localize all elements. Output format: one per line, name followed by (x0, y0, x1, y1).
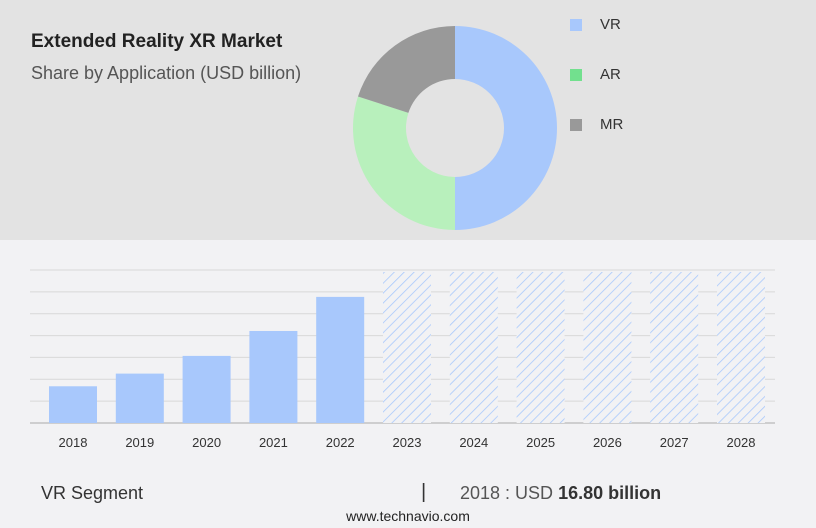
chart-title: Extended Reality XR Market (31, 31, 283, 52)
x-tick-label: 2022 (326, 435, 355, 450)
forecast-bar-2028 (717, 272, 765, 423)
bar-2022 (316, 296, 365, 423)
forecast-bar-2023 (383, 272, 431, 423)
bar-chart: 2018 2019 2020 2021 2022 2023 2024 2025 2026 2027… (30, 269, 775, 450)
donut-slice-ar (353, 96, 455, 230)
donut-chart (353, 26, 557, 230)
bar-2020 (182, 355, 231, 423)
x-tick-label: 2023 (393, 435, 422, 450)
x-tick-label: 2026 (593, 435, 622, 450)
legend-swatch (570, 119, 582, 131)
chart-subtitle: Share by Application (USD billion) (31, 63, 302, 83)
forecast-bar-2024 (449, 272, 498, 423)
x-tick-label: 2027 (660, 435, 689, 450)
bar-2021 (249, 330, 298, 423)
x-tick-label: 2020 (192, 435, 221, 450)
segment-value: 2018 : USD 16.80 billion (460, 483, 662, 503)
separator: | (421, 481, 427, 503)
website-link[interactable]: www.technavio.com (346, 508, 470, 524)
legend-swatch (570, 19, 582, 31)
x-tick-label: 2018 (59, 435, 88, 450)
x-tick-label: 2025 (526, 435, 555, 450)
bar-2018 (49, 386, 97, 423)
bar-2019 (115, 373, 164, 423)
segment-label: VR Segment (41, 483, 144, 503)
x-tick-label: 2021 (259, 435, 288, 450)
legend-item-mr: MR (570, 116, 630, 136)
donut-slice-mr (357, 26, 455, 113)
forecast-bar-2026 (583, 272, 632, 423)
legend-swatch (570, 69, 582, 81)
legend-item-ar: AR (570, 66, 630, 86)
donut-slice-vr (455, 26, 557, 230)
forecast-bar-2025 (516, 272, 565, 423)
x-tick-label: 2019 (125, 435, 154, 450)
x-tick-label: 2028 (727, 435, 756, 450)
forecast-bar-2027 (650, 272, 699, 423)
legend-item-vr: VR (570, 16, 630, 36)
x-tick-label: 2024 (459, 435, 488, 450)
